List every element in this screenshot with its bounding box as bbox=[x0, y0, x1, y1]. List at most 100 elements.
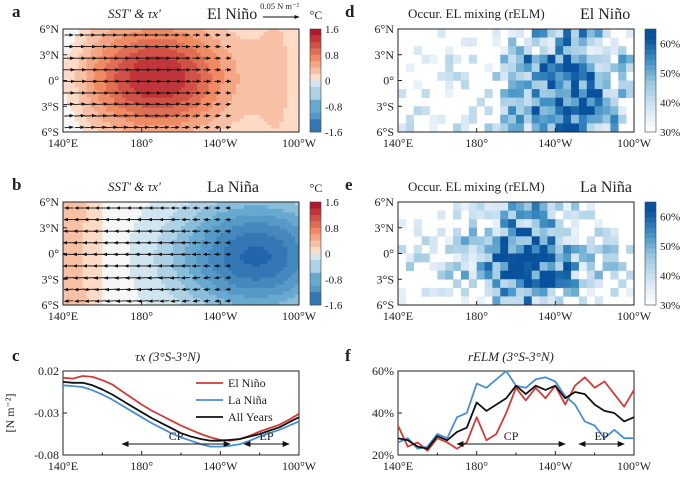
a-cell bbox=[66, 32, 72, 37]
b-cell bbox=[251, 274, 257, 278]
b-cell bbox=[295, 267, 300, 272]
b-cell bbox=[236, 202, 241, 206]
b-cell bbox=[165, 219, 170, 223]
a-cell bbox=[208, 111, 213, 116]
a-cell bbox=[125, 73, 131, 78]
a-cell bbox=[279, 125, 284, 129]
b-cell bbox=[287, 301, 292, 306]
b-cell bbox=[169, 212, 174, 217]
e-cell bbox=[484, 202, 493, 211]
b-cell bbox=[102, 243, 107, 248]
b-cell bbox=[133, 301, 139, 306]
b-cell bbox=[263, 256, 268, 261]
b-cell bbox=[74, 222, 80, 227]
b-cell bbox=[255, 260, 261, 265]
d-cell bbox=[547, 106, 556, 116]
b-cell bbox=[255, 270, 261, 275]
b-cell bbox=[228, 301, 233, 306]
b-cell bbox=[224, 294, 229, 299]
d-colorbar-segment bbox=[645, 85, 656, 92]
e-cell bbox=[468, 244, 477, 254]
b-cell bbox=[267, 250, 272, 254]
d-cell bbox=[618, 106, 627, 116]
b-cell bbox=[181, 294, 186, 299]
a-cell bbox=[263, 80, 268, 85]
a-cell bbox=[232, 90, 237, 95]
b-cell bbox=[212, 212, 217, 217]
a-cell bbox=[66, 59, 72, 64]
b-cell bbox=[236, 205, 241, 210]
b-cell bbox=[66, 208, 72, 213]
b-cell bbox=[86, 212, 91, 217]
d-cell bbox=[610, 114, 619, 124]
b-cell bbox=[161, 239, 166, 244]
a-cell bbox=[236, 114, 241, 119]
b-cell bbox=[66, 267, 72, 272]
e-cell bbox=[555, 202, 564, 211]
a-cell bbox=[204, 49, 209, 54]
b-cell bbox=[70, 202, 76, 206]
e-ytick-label: 0° bbox=[383, 247, 394, 261]
a-cell bbox=[236, 128, 241, 133]
a-cell bbox=[70, 49, 76, 54]
e-cell bbox=[547, 262, 556, 271]
b-cell bbox=[110, 246, 115, 251]
a-cell bbox=[114, 94, 119, 99]
b-cell bbox=[66, 256, 72, 261]
a-cell bbox=[255, 66, 261, 71]
a-cell bbox=[251, 107, 257, 112]
b-cell bbox=[251, 212, 257, 217]
a-colorbar-unit: °C bbox=[310, 8, 323, 22]
a-cell bbox=[74, 63, 80, 68]
b-cell bbox=[70, 277, 76, 282]
a-cell bbox=[271, 107, 276, 112]
b-cell bbox=[251, 250, 257, 254]
d-cell bbox=[571, 63, 580, 73]
b-cell bbox=[149, 239, 154, 244]
b-cell bbox=[216, 301, 221, 306]
e-cell bbox=[602, 253, 611, 263]
a-cell bbox=[114, 39, 119, 44]
b-cell bbox=[181, 291, 186, 296]
a-cell bbox=[70, 83, 76, 88]
b-cell bbox=[114, 205, 119, 210]
e-cell bbox=[578, 262, 588, 271]
a-cell bbox=[251, 56, 257, 61]
d-subtitle: El Niño bbox=[580, 6, 630, 23]
b-cell bbox=[177, 274, 182, 278]
a-cell bbox=[224, 118, 229, 123]
a-wind-arrow bbox=[73, 102, 86, 106]
a-wind-arrow bbox=[225, 125, 232, 130]
e-colorbar-segment bbox=[645, 227, 656, 234]
b-cell bbox=[98, 260, 103, 265]
a-cell bbox=[224, 125, 229, 129]
b-cell bbox=[295, 270, 300, 275]
a-cell bbox=[291, 59, 296, 64]
a-cell bbox=[208, 97, 213, 102]
b-cell bbox=[240, 301, 245, 306]
e-colorbar-segment bbox=[645, 289, 656, 295]
a-cell bbox=[267, 49, 272, 54]
a-cell bbox=[169, 114, 174, 119]
b-wind-arrow bbox=[192, 287, 201, 292]
a-cell bbox=[70, 39, 76, 44]
a-cell bbox=[259, 121, 264, 126]
b-cell bbox=[145, 267, 150, 272]
d-colorbar-segment bbox=[645, 111, 656, 117]
a-cell bbox=[86, 87, 91, 92]
a-cell bbox=[275, 77, 280, 81]
a-cell bbox=[98, 104, 103, 109]
a-cell bbox=[177, 77, 182, 81]
a-cell bbox=[63, 80, 68, 85]
b-cell bbox=[98, 212, 103, 217]
a-cell bbox=[110, 29, 115, 33]
a-cell bbox=[161, 66, 166, 71]
b-wind-arrow bbox=[137, 299, 149, 303]
b-cell bbox=[157, 212, 162, 217]
d-cell bbox=[547, 89, 556, 98]
e-cell bbox=[578, 244, 588, 254]
a-cell bbox=[137, 87, 143, 92]
a-cell bbox=[255, 101, 261, 105]
b-cell bbox=[133, 208, 139, 213]
a-cell bbox=[236, 59, 241, 64]
